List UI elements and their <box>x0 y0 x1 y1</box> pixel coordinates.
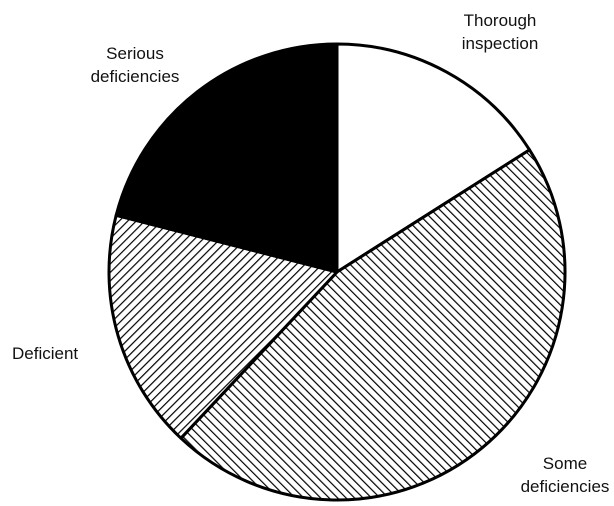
pie-slice <box>335 42 532 274</box>
pie-slice <box>114 42 339 274</box>
slice-label: Some deficiencies <box>521 454 610 496</box>
slice-label: Serious deficiencies <box>91 44 180 86</box>
slice-label: Thorough inspection <box>462 11 539 53</box>
slice-label: Deficient <box>12 344 78 363</box>
pie-slice <box>107 213 339 440</box>
pie-slice <box>179 148 567 502</box>
